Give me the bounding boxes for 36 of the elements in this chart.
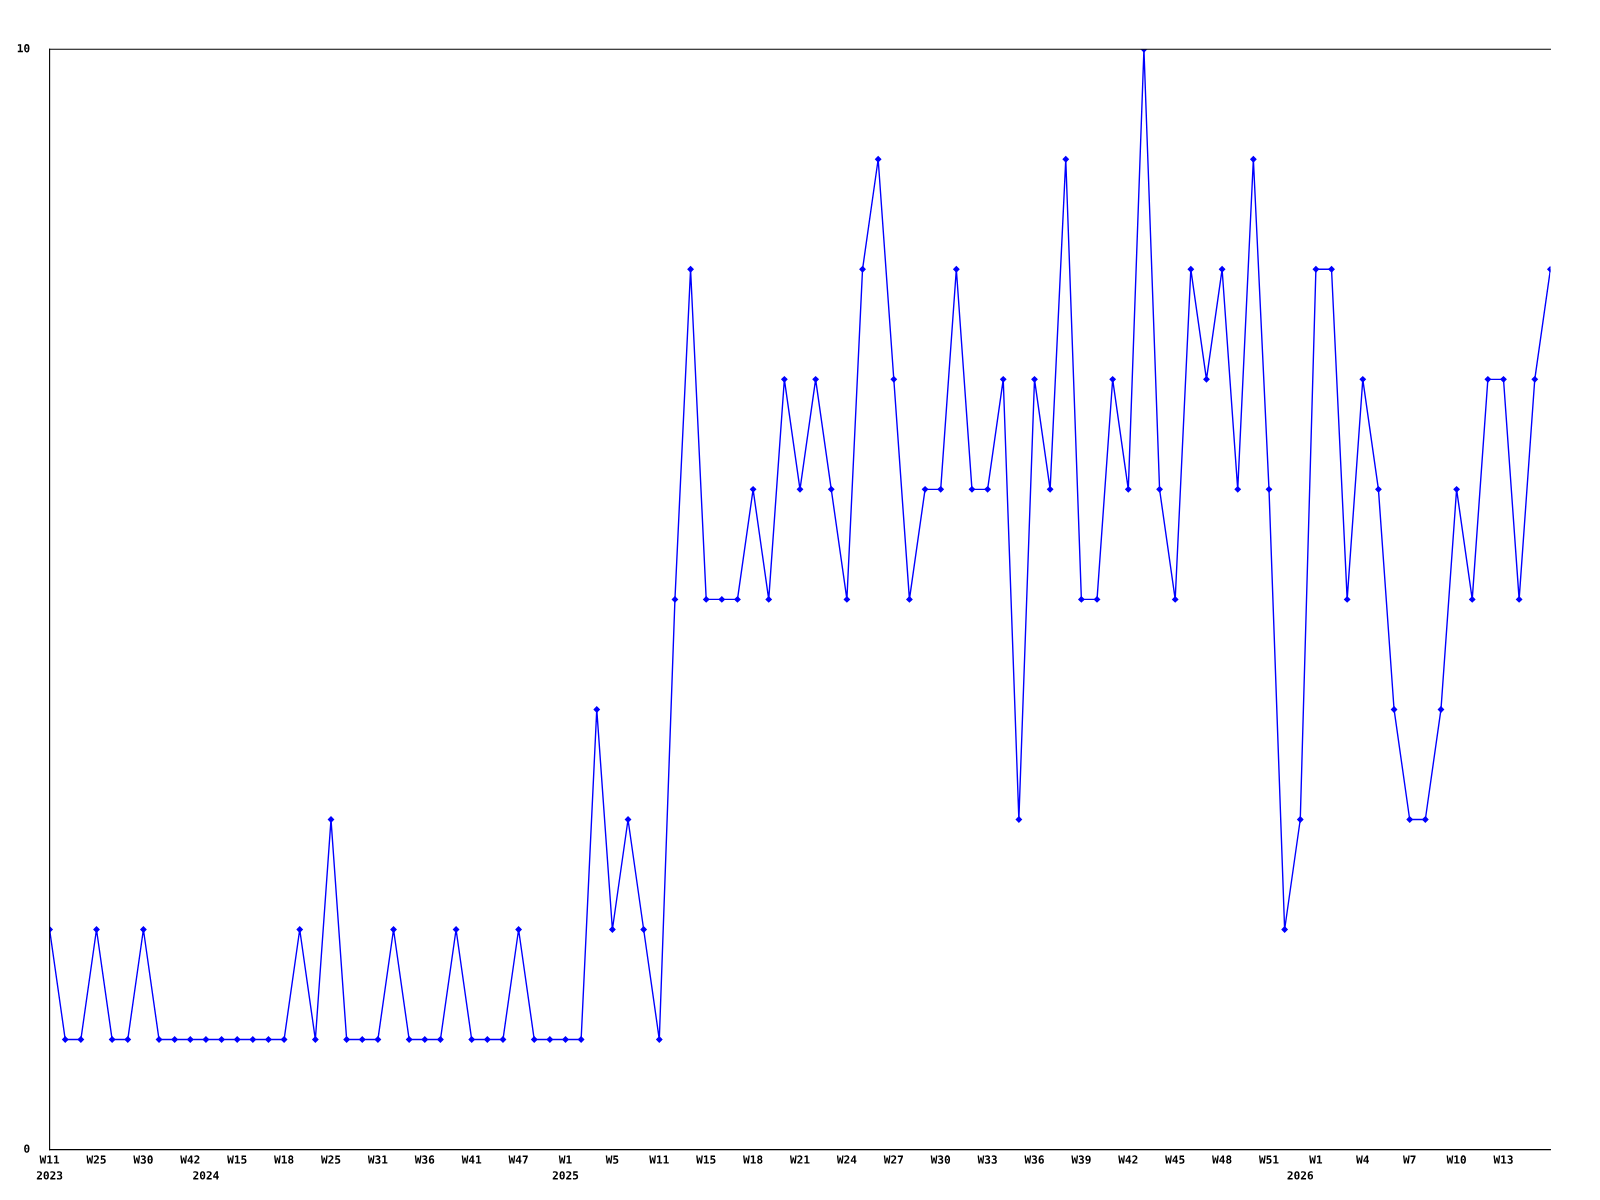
x-tick-label: W42: [1118, 1155, 1138, 1164]
x-tick-label: W25: [86, 1155, 106, 1164]
y-tick-label: 10: [17, 44, 30, 53]
x-tick-label: W10: [1446, 1155, 1466, 1164]
x-tick-label: W41: [461, 1155, 482, 1164]
x-tick-label: W13: [1493, 1155, 1513, 1164]
x-tick-label: W18: [274, 1155, 294, 1164]
x-tick-label: W21: [789, 1155, 810, 1164]
x-tick-label: W48: [1212, 1155, 1232, 1164]
x-tick-label: 2026: [1287, 1171, 1314, 1180]
x-tick-label: W36: [1024, 1155, 1044, 1164]
x-tick-label: W33: [977, 1155, 997, 1164]
x-tick-label: W27: [883, 1155, 903, 1164]
x-tick-label: W1 2025: [552, 1155, 579, 1180]
x-tick-label: W15: [227, 1155, 247, 1164]
x-tick-label: W7: [1403, 1155, 1416, 1164]
x-tick-label: W31: [367, 1155, 388, 1164]
x-tick-label: W47: [508, 1155, 528, 1164]
x-tick-label: W11 2023: [36, 1155, 63, 1180]
x-tick-label: W25: [320, 1155, 341, 1164]
x-tick-label: W1: [1309, 1155, 1323, 1164]
x-tick-label: W18: [743, 1155, 763, 1164]
x-tick-label: W24: [836, 1155, 857, 1164]
x-tick-label: W5: [605, 1155, 619, 1164]
x-tick-label: W39: [1071, 1155, 1091, 1164]
x-tick-label: W4: [1356, 1155, 1369, 1164]
x-tick-label: W11: [649, 1155, 669, 1164]
y-tick-label: 0: [24, 1144, 30, 1153]
x-tick-label: W51: [1258, 1155, 1279, 1164]
x-tick-label: W30: [930, 1155, 951, 1164]
x-tick-label: W45: [1165, 1155, 1185, 1164]
x-tick-label: W15: [696, 1155, 716, 1164]
x-tick-label: 2024: [193, 1171, 219, 1180]
x-tick-label: W30: [133, 1155, 153, 1164]
x-tick-label: W36: [414, 1155, 435, 1164]
x-tick-label: W42: [180, 1155, 200, 1164]
